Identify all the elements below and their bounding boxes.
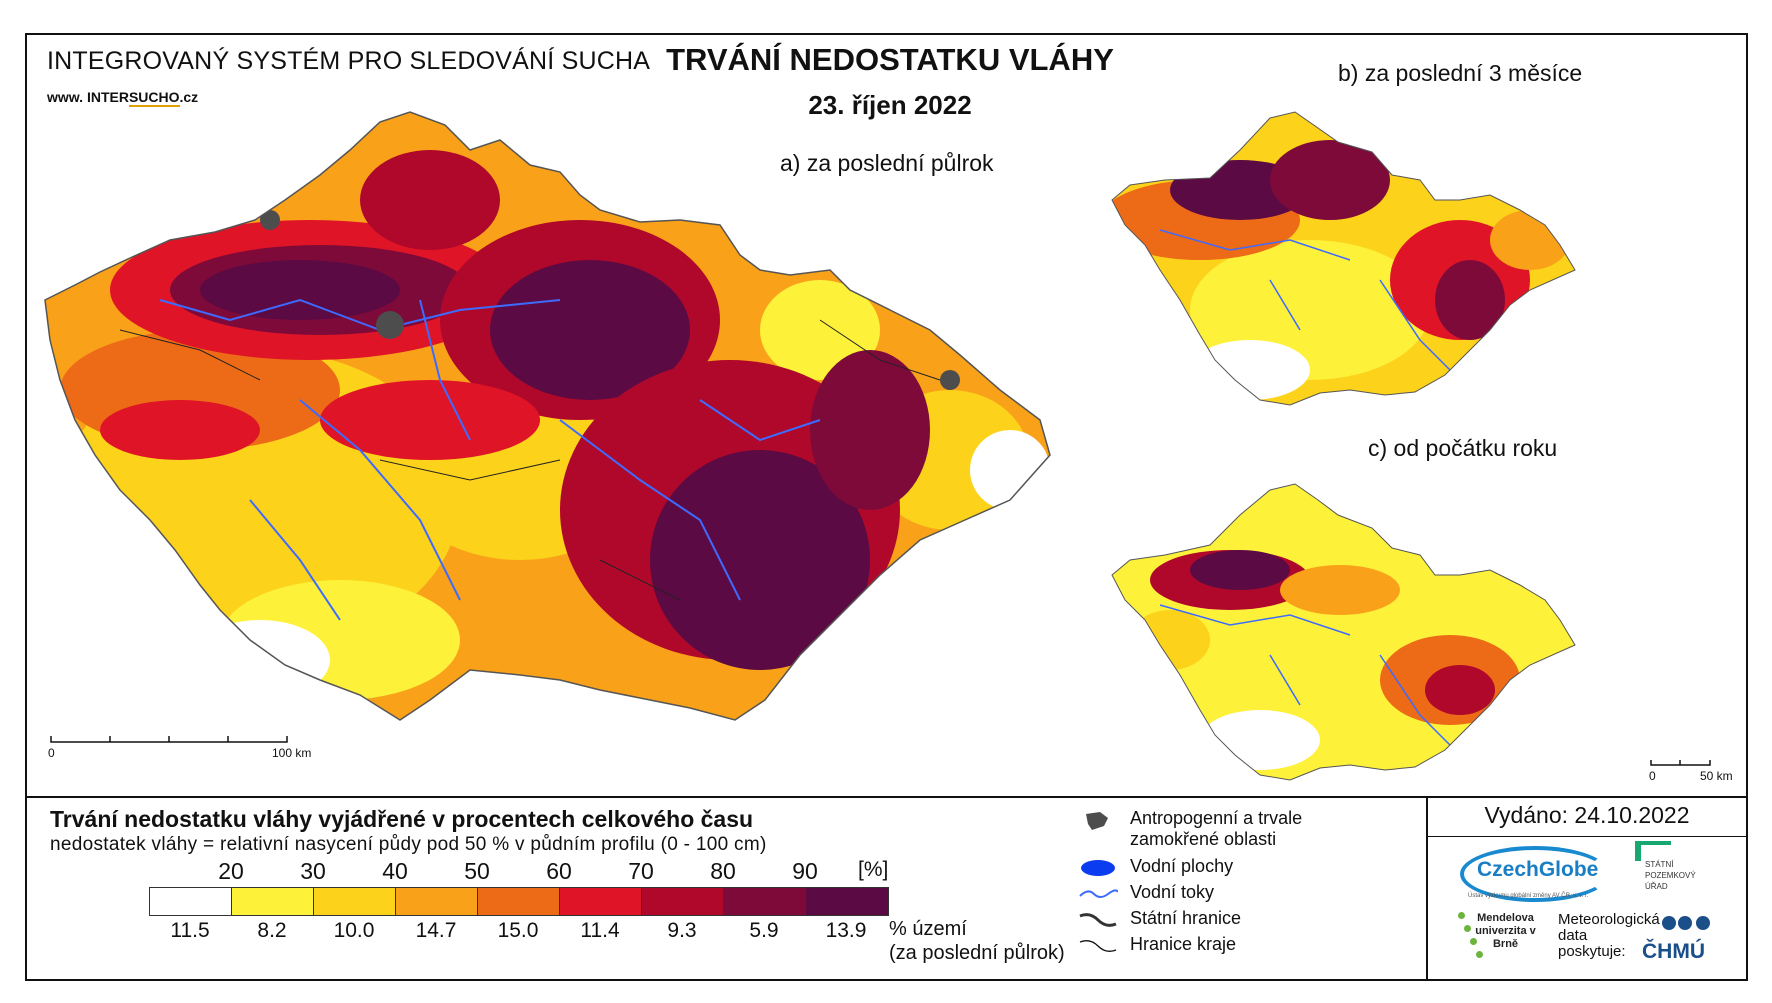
chmu-logo: ČHMÚ — [1642, 940, 1705, 963]
map-panel-c — [1112, 484, 1575, 780]
legend-threshold: 60 — [546, 858, 572, 884]
map-title: TRVÁNÍ NEDOSTATKU VLÁHY — [666, 42, 1114, 77]
organization-name: INTEGROVANÝ SYSTÉM PRO SLEDOVÁNÍ SUCHA — [47, 47, 651, 75]
legend-percentage: 9.3 — [667, 919, 697, 942]
scalebar-main — [50, 736, 288, 743]
state-border-icon — [1079, 913, 1117, 927]
legend-percentage: 14.7 — [415, 919, 457, 942]
legend-percent-label-line2: (za poslední půlrok) — [889, 942, 1065, 964]
anthropogenic-icon — [1086, 812, 1108, 830]
symbol-state-border: Státní hranice — [1079, 908, 1242, 929]
symbol-region-border: Hranice kraje — [1079, 934, 1237, 955]
scalebar-small-end: 50 km — [1700, 769, 1733, 783]
panel-a-label: a) za poslední půlrok — [780, 150, 994, 176]
legend-bin-4 — [396, 888, 478, 915]
legend-bin-8 — [724, 888, 806, 915]
symbol-state-border-label: Státní hranice — [1130, 908, 1242, 928]
symbol-rivers-label: Vodní toky — [1130, 882, 1215, 902]
website-suffix: .cz — [179, 89, 199, 105]
map-frame — [25, 33, 1748, 981]
river-icon — [1079, 889, 1118, 898]
legend-threshold: 40 — [382, 858, 408, 884]
legend-bin-9 — [806, 888, 888, 915]
legend-threshold: 80 — [710, 858, 736, 884]
map-panel-a — [45, 112, 1050, 720]
legend-threshold: 30 — [300, 858, 326, 884]
region-border-icon — [1079, 940, 1117, 952]
map-date: 23. říjen 2022 — [808, 90, 972, 120]
scalebar-small — [1650, 760, 1711, 766]
issued-date: Vydáno: 24.10.2022 — [1484, 802, 1690, 828]
website-sucho: SUCHO — [128, 89, 180, 107]
legend-percent-label-line1: % území — [889, 918, 967, 940]
symbol-water-bodies: Vodní plochy — [1081, 856, 1234, 877]
legend-color-bins — [149, 887, 889, 916]
legend-threshold: 20 — [218, 858, 244, 884]
czechglobe-subtitle: Ústav výzkumu globální změny AV ČR, v. v… — [1468, 893, 1589, 899]
czechglobe-logo: CzechGlobe — [1477, 858, 1599, 881]
legend-percentage: 5.9 — [749, 919, 779, 942]
legend-bin-7 — [642, 888, 724, 915]
legend-percentage: 13.9 — [825, 919, 867, 942]
legend-percent-label: % území (za poslední půlrok) — [889, 917, 1065, 965]
legend-subtitle: nedostatek vláhy = relativní nasycení pů… — [50, 834, 767, 855]
legend-bin-1 — [150, 888, 232, 915]
panel-b-label: b) za poslední 3 měsíce — [1338, 60, 1583, 86]
symbol-region-border-label: Hranice kraje — [1130, 934, 1237, 954]
state-border-a — [44, 111, 1051, 721]
legend-threshold: 70 — [628, 858, 654, 884]
legend-percentage: 11.4 — [580, 919, 620, 942]
czechglobe-logo-ring — [1460, 846, 1610, 902]
legend-bin-6 — [560, 888, 642, 915]
symbol-anthropogenic: Antropogenní a trvale zamokřené oblasti — [1086, 808, 1370, 850]
legend-percentage: 11.5 — [170, 919, 210, 942]
website-prefix: www. — [47, 89, 84, 105]
bottom-separator — [27, 796, 1746, 798]
symbol-rivers: Vodní toky — [1079, 882, 1215, 903]
spu-logo: STÁTNÍ POZEMKOVÝ ÚŘAD — [1645, 860, 1696, 891]
legend-bin-2 — [232, 888, 314, 915]
legend-threshold: 50 — [464, 858, 490, 884]
panel-c-label: c) od počátku roku — [1368, 435, 1558, 461]
legend-title: Trvání nedostatku vláhy vyjádřené v proc… — [50, 806, 754, 832]
footer-vertical-separator — [1426, 798, 1428, 979]
map-panel-b — [1112, 112, 1575, 405]
state-border-b — [1111, 111, 1576, 406]
legend-threshold: 90 — [792, 858, 818, 884]
water-body-icon — [1081, 860, 1115, 876]
legend-bin-3 — [314, 888, 396, 915]
spu-logo-mark — [1635, 841, 1671, 861]
legend-bin-5 — [478, 888, 560, 915]
scalebar-small-start: 0 — [1649, 769, 1656, 783]
symbol-water-bodies-label: Vodní plochy — [1130, 856, 1234, 876]
mendel-logo: Mendelova univerzita v Brně — [1475, 912, 1536, 950]
legend-percentage: 15.0 — [497, 919, 539, 942]
symbol-anthropogenic-label: Antropogenní a trvale zamokřené oblasti — [1130, 808, 1303, 849]
legend-percentage: 8.2 — [257, 919, 287, 942]
state-border-c — [1111, 483, 1576, 781]
website-link[interactable]: www. INTERSUCHO.cz — [47, 89, 199, 107]
footer-horizontal-separator — [1428, 836, 1746, 837]
legend-percentage: 10.0 — [333, 919, 375, 942]
website-inter: INTER — [86, 89, 129, 105]
scalebar-main-end: 100 km — [272, 746, 312, 760]
meteo-data-provider: Meteorologická data poskytuje: — [1558, 911, 1660, 960]
scalebar-main-start: 0 — [48, 746, 55, 760]
legend-unit: [%] — [858, 858, 889, 881]
